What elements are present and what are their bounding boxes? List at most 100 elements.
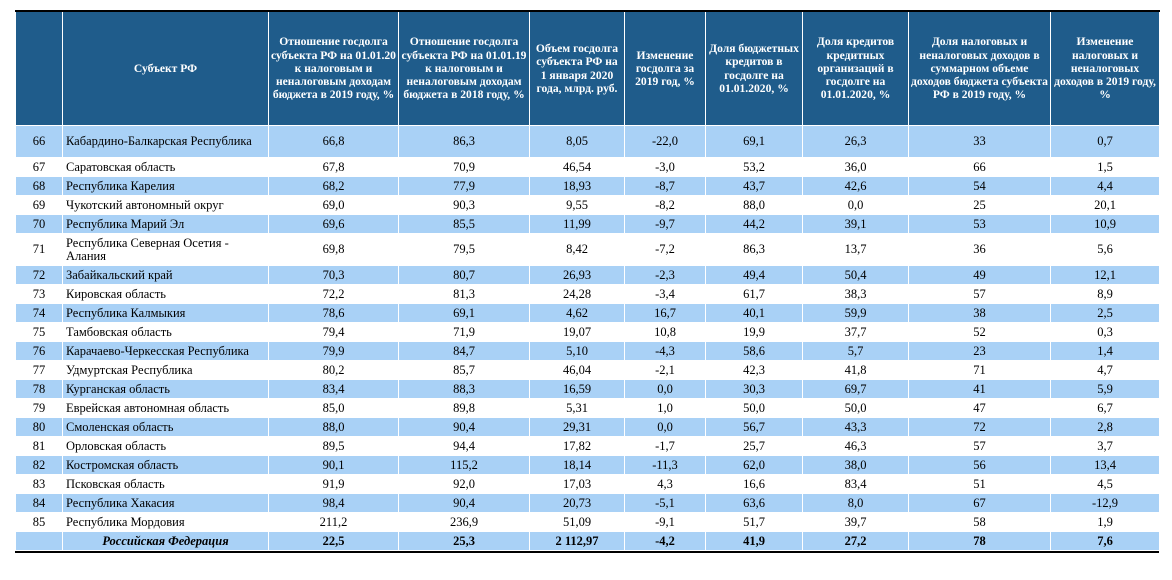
debt-change-cell: -2,3 [624,265,706,285]
debt-ratio-2019-cell: 79,9 [268,341,399,361]
debt-ratio-2018-cell: 71,9 [398,322,530,342]
region-name-cell: Кабардино-Балкарская Республика [62,125,269,158]
tax-income-share-cell: 58 [908,512,1051,532]
bank-credits-share-cell: 43,3 [802,417,909,437]
rank-cell: 80 [15,417,63,437]
debt-change-cell: 16,7 [624,303,706,323]
tax-income-share-cell: 38 [908,303,1051,323]
bank-credits-share-cell: 83,4 [802,474,909,494]
bank-credits-share-cell: 38,3 [802,284,909,304]
bank-credits-share-cell: 5,7 [802,341,909,361]
debt-volume-cell: 20,73 [529,493,625,513]
debt-volume-cell: 26,93 [529,265,625,285]
tax-income-change-cell: 12,1 [1050,265,1160,285]
rank-cell: 67 [15,157,63,177]
budget-credits-share-cell: 56,7 [705,417,803,437]
rank-cell: 79 [15,398,63,418]
debt-volume-cell: 5,10 [529,341,625,361]
debt-change-cell: -5,1 [624,493,706,513]
debt-ratio-2018-cell: 81,3 [398,284,530,304]
debt-volume-cell: 11,99 [529,214,625,234]
tax-income-share-cell: 36 [908,233,1051,266]
tax-income-share-cell: 47 [908,398,1051,418]
tax-income-change-cell: 10,9 [1050,214,1160,234]
debt-ratio-2019-cell: 89,5 [268,436,399,456]
debt-ratio-2018-cell: 86,3 [398,125,530,158]
table-row: 75 Тамбовская область 79,4 71,9 19,07 10,8 19,… [15,322,1160,342]
regional-debt-table: Субъект РФ Отношение госдолга субъекта Р… [15,10,1160,551]
total-bank-credits-share-cell: 27,2 [802,531,909,551]
debt-change-cell: -8,2 [624,195,706,215]
rank-cell: 76 [15,341,63,361]
debt-ratio-2019-cell: 88,0 [268,417,399,437]
header-budget-credits-share: Доля бюджетных кредитов в госдолге на 01… [705,10,803,126]
total-tax-income-share-cell: 78 [908,531,1051,551]
tax-income-change-cell: 0,3 [1050,322,1160,342]
tax-income-share-cell: 23 [908,341,1051,361]
debt-table-container: Субъект РФ Отношение госдолга субъекта Р… [15,10,1160,553]
debt-ratio-2018-cell: 94,4 [398,436,530,456]
total-debt-volume-cell: 2 112,97 [529,531,625,551]
table-row: 80 Смоленская область 88,0 90,4 29,31 0,0 56,7… [15,417,1160,437]
debt-ratio-2018-cell: 90,4 [398,493,530,513]
total-debt-change-cell: -4,2 [624,531,706,551]
rank-cell: 85 [15,512,63,532]
region-name-cell: Тамбовская область [62,322,269,342]
debt-ratio-2018-cell: 80,7 [398,265,530,285]
rank-cell: 82 [15,455,63,475]
bank-credits-share-cell: 36,0 [802,157,909,177]
budget-credits-share-cell: 40,1 [705,303,803,323]
header-bank-credits-share: Доля кредитов кредитных организаций в го… [802,10,909,126]
debt-ratio-2018-cell: 90,3 [398,195,530,215]
rank-cell: 73 [15,284,63,304]
table-row: 76 Карачаево-Черкесская Республика 79,9 84,… [15,341,1160,361]
budget-credits-share-cell: 25,7 [705,436,803,456]
debt-volume-cell: 46,54 [529,157,625,177]
table-row: 73 Кировская область 72,2 81,3 24,28 -3,4 61,7… [15,284,1160,304]
rank-cell: 68 [15,176,63,196]
table-row: 72 Забайкальский край 70,3 80,7 26,93 -2,3 49,… [15,265,1160,285]
budget-credits-share-cell: 88,0 [705,195,803,215]
debt-volume-cell: 19,07 [529,322,625,342]
bank-credits-share-cell: 50,4 [802,265,909,285]
region-name-cell: Карачаево-Черкесская Республика [62,341,269,361]
debt-volume-cell: 18,93 [529,176,625,196]
tax-income-change-cell: 4,4 [1050,176,1160,196]
tax-income-change-cell: 4,5 [1050,474,1160,494]
debt-ratio-2018-cell: 89,8 [398,398,530,418]
tax-income-share-cell: 25 [908,195,1051,215]
debt-ratio-2018-cell: 90,4 [398,417,530,437]
table-row: 68 Республика Карелия 68,2 77,9 18,93 -8,7 43,… [15,176,1160,196]
budget-credits-share-cell: 69,1 [705,125,803,158]
table-bottom-rule [15,551,1159,553]
debt-change-cell: -9,7 [624,214,706,234]
table-row: 82 Костромская область 90,1 115,2 18,14 -11,3… [15,455,1160,475]
budget-credits-share-cell: 63,6 [705,493,803,513]
header-debt-ratio-2019: Отношение госдолга субъекта РФ на 01.01.… [268,10,399,126]
total-debt-ratio-2019-cell: 22,5 [268,531,399,551]
tax-income-share-cell: 52 [908,322,1051,342]
budget-credits-share-cell: 86,3 [705,233,803,266]
budget-credits-share-cell: 51,7 [705,512,803,532]
debt-ratio-2018-cell: 79,5 [398,233,530,266]
debt-volume-cell: 16,59 [529,379,625,399]
region-name-cell: Костромская область [62,455,269,475]
region-name-cell: Смоленская область [62,417,269,437]
bank-credits-share-cell: 8,0 [802,493,909,513]
debt-change-cell: -8,7 [624,176,706,196]
debt-ratio-2018-cell: 92,0 [398,474,530,494]
debt-volume-cell: 8,05 [529,125,625,158]
region-name-cell: Псковская область [62,474,269,494]
total-row: Российская Федерация 22,5 25,3 2 112,97 -4,2… [15,531,1160,551]
bank-credits-share-cell: 41,8 [802,360,909,380]
bank-credits-share-cell: 39,1 [802,214,909,234]
debt-ratio-2018-cell: 69,1 [398,303,530,323]
total-budget-credits-share-cell: 41,9 [705,531,803,551]
rank-cell: 83 [15,474,63,494]
tax-income-change-cell: 4,7 [1050,360,1160,380]
total-region-name-cell: Российская Федерация [62,531,269,551]
tax-income-share-cell: 71 [908,360,1051,380]
debt-volume-cell: 24,28 [529,284,625,304]
tax-income-share-cell: 33 [908,125,1051,158]
rank-cell: 77 [15,360,63,380]
